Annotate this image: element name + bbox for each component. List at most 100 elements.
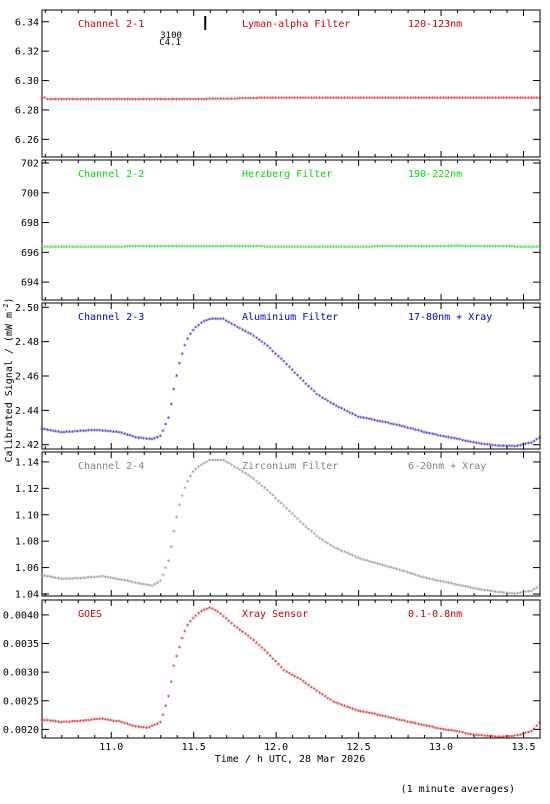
data-point: * [375, 244, 379, 252]
data-point: * [265, 343, 269, 351]
y-axis-title: Calibrated Signal / (mW m-2) [2, 298, 15, 463]
data-point: * [315, 688, 319, 696]
data-point: * [510, 733, 514, 741]
data-point: * [339, 406, 343, 414]
data-point: * [199, 609, 203, 617]
data-point: * [430, 724, 434, 732]
data-point: * [515, 95, 519, 103]
data-point: * [463, 243, 467, 251]
footnote: (1 minute averages) [401, 784, 515, 795]
data-point: * [474, 95, 478, 103]
data-point: * [147, 724, 151, 732]
data-point: * [378, 95, 382, 103]
data-point: * [359, 244, 363, 252]
data-point: * [73, 429, 77, 437]
data-point: * [345, 408, 349, 416]
data-point: * [249, 635, 253, 643]
data-point: * [268, 346, 272, 354]
data-point: * [95, 716, 99, 724]
data-point: * [348, 410, 352, 418]
data-point: * [471, 243, 475, 251]
data-point: * [76, 97, 80, 105]
data-point: * [433, 432, 437, 440]
data-point: * [252, 638, 256, 646]
data-point: * [378, 244, 382, 252]
data-point: * [128, 96, 132, 104]
data-point: * [458, 729, 462, 737]
data-point: * [78, 718, 82, 726]
data-point: * [515, 591, 519, 599]
data-point: * [78, 428, 82, 436]
data-point: * [191, 327, 195, 335]
data-point: * [219, 316, 223, 324]
data-point: * [317, 95, 321, 103]
data-point: * [92, 574, 96, 582]
data-point: * [312, 244, 316, 252]
panel-band-label: 0.1-0.8nm [408, 609, 462, 620]
data-point: * [221, 316, 225, 324]
data-point: * [133, 580, 137, 588]
data-point: * [469, 439, 473, 447]
data-point: * [40, 95, 44, 103]
data-point: * [62, 576, 66, 584]
data-point: * [230, 620, 234, 628]
data-point: * [301, 244, 305, 252]
data-point: * [392, 95, 396, 103]
data-point: * [359, 556, 363, 564]
data-point: * [364, 710, 368, 718]
data-point: * [180, 351, 184, 359]
data-point: * [98, 574, 102, 582]
data-point: * [532, 438, 536, 446]
data-point: * [144, 582, 148, 590]
data-point: * [397, 95, 401, 103]
data-point: * [526, 441, 530, 449]
data-point: * [378, 712, 382, 720]
data-point: * [89, 428, 93, 436]
data-point: * [122, 720, 126, 728]
data-point: * [320, 537, 324, 545]
data-point: * [449, 435, 453, 443]
data-point: * [438, 578, 442, 586]
data-point: * [485, 442, 489, 450]
data-point: * [219, 611, 223, 619]
data-point: * [301, 521, 305, 529]
panel-filter-label: Lyman-alpha Filter [242, 19, 350, 30]
data-point: * [98, 716, 102, 724]
data-point: * [186, 336, 190, 344]
panel-filter-label: Xray Sensor [242, 609, 308, 620]
data-point: * [441, 579, 445, 587]
data-point: * [471, 732, 475, 740]
data-point: * [323, 539, 327, 547]
panel-frame [41, 9, 541, 158]
data-point: * [301, 378, 305, 386]
data-point: * [433, 95, 437, 103]
data-point: * [144, 725, 148, 733]
data-point: * [70, 719, 74, 727]
data-point: * [150, 723, 154, 731]
data-point: * [488, 733, 492, 741]
y-tick-label: 6.32 [15, 47, 39, 58]
data-point: * [73, 576, 77, 584]
data-point: * [405, 244, 409, 252]
data-point: * [326, 541, 330, 549]
data-point: * [425, 575, 429, 583]
data-point: * [241, 469, 245, 477]
data-point: * [70, 429, 74, 437]
data-point: * [452, 581, 456, 589]
data-point: * [177, 644, 181, 652]
data-point: * [513, 443, 517, 451]
data-point: * [367, 244, 371, 252]
data-point: * [301, 678, 305, 686]
data-point: * [499, 443, 503, 451]
data-point: * [378, 562, 382, 570]
data-point: * [166, 415, 170, 423]
data-point: * [175, 515, 179, 523]
y-tick-label: 1.08 [15, 537, 39, 548]
data-point: * [265, 244, 269, 252]
data-point: * [133, 434, 137, 442]
data-point: * [535, 437, 539, 445]
data-point: * [375, 95, 379, 103]
data-point: * [87, 575, 91, 583]
data-point: * [197, 322, 201, 330]
data-point: * [515, 244, 519, 252]
